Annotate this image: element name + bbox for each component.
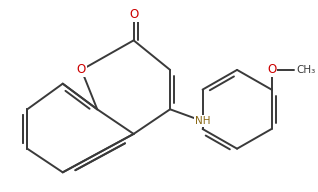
Text: O: O — [129, 8, 138, 21]
Text: CH₃: CH₃ — [296, 65, 315, 75]
Text: O: O — [267, 63, 276, 76]
Text: O: O — [77, 63, 86, 76]
Text: NH: NH — [195, 116, 210, 126]
